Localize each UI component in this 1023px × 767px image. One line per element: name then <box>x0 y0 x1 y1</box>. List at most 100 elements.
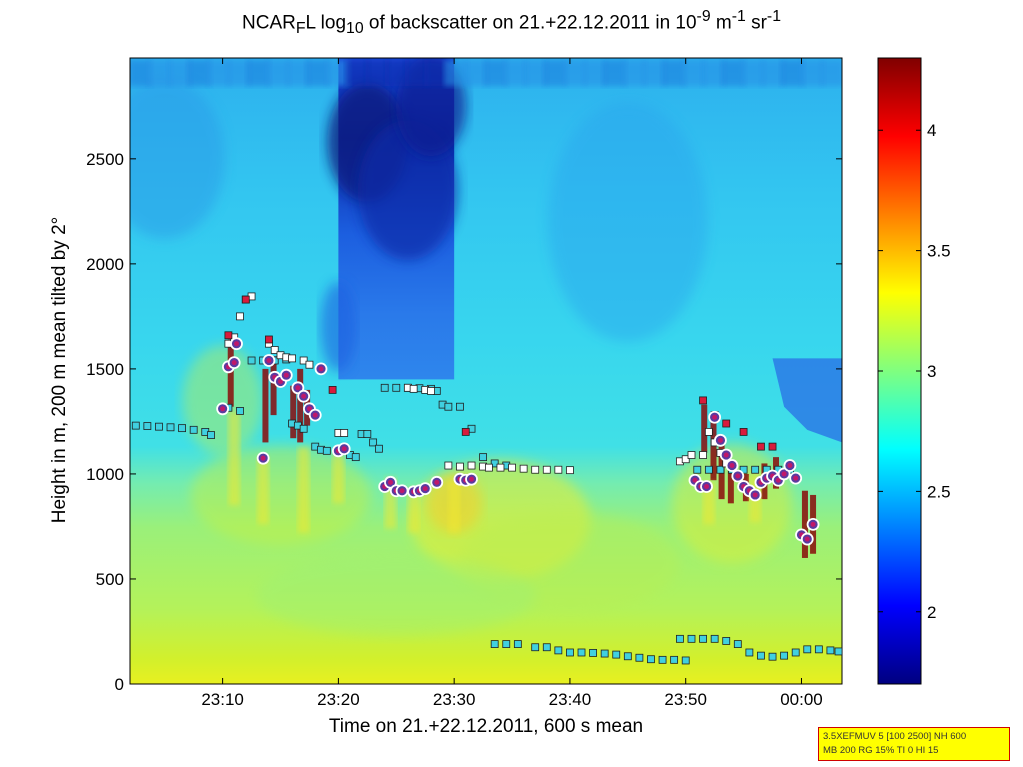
square-marker <box>687 634 696 643</box>
square-marker <box>299 424 308 433</box>
circle-marker-core <box>301 393 307 399</box>
y-tick-label: 1000 <box>86 465 124 484</box>
square-marker <box>288 354 296 363</box>
square-marker <box>427 387 435 395</box>
square-marker <box>380 383 389 392</box>
smear <box>448 480 461 533</box>
square-marker <box>241 295 250 304</box>
colorbar-tick-label: 4 <box>927 121 936 140</box>
chart-title: NCARFL log10 of backscatter on 21.+22.12… <box>242 8 781 38</box>
circle-marker-core <box>434 479 440 485</box>
circle-marker-core <box>469 476 475 482</box>
circle-marker-core <box>278 379 284 385</box>
square-marker <box>351 453 360 462</box>
square-marker <box>236 312 244 321</box>
square-marker <box>757 651 765 660</box>
square-marker <box>780 651 789 660</box>
x-tick-label: 23:50 <box>664 690 707 709</box>
circle-marker-core <box>787 463 793 469</box>
square-marker <box>444 402 453 411</box>
info-box: 3.5XEFMUV 5 [100 2500] NH 600 MB 200 RG … <box>818 727 1010 761</box>
square-marker <box>340 429 349 437</box>
square-marker <box>490 640 499 648</box>
square-marker <box>577 648 586 657</box>
field-blob <box>182 345 263 456</box>
field-blob <box>130 78 225 239</box>
circle-marker-core <box>775 477 781 483</box>
circle-marker-core <box>729 463 735 469</box>
x-tick-label: 23:10 <box>201 690 244 709</box>
square-marker <box>247 356 256 365</box>
smear <box>228 410 241 506</box>
y-tick-label: 2500 <box>86 150 124 169</box>
square-marker <box>502 640 511 648</box>
square-marker <box>456 402 464 411</box>
circle-marker-core <box>283 372 289 378</box>
square-marker <box>531 465 540 474</box>
field-blob <box>547 101 708 342</box>
colorbar-tick-label: 2.5 <box>927 482 951 501</box>
square-marker <box>131 421 140 430</box>
top-band-cell <box>503 60 528 86</box>
square-marker <box>207 431 215 439</box>
streak <box>701 404 708 453</box>
square-marker <box>166 423 175 432</box>
square-marker <box>647 655 655 664</box>
right-dark-wedge <box>772 358 842 443</box>
circle-marker-core <box>712 414 718 420</box>
x-axis-label: Time on 21.+22.12.2011, 600 s mean <box>328 716 644 737</box>
square-marker <box>670 655 679 664</box>
square-marker <box>704 428 713 436</box>
circle-marker-core <box>804 536 810 542</box>
marker-layer <box>131 292 842 665</box>
circle-marker-core <box>231 360 237 366</box>
circle-marker-core <box>234 341 240 347</box>
circle-marker-core <box>781 471 787 477</box>
square-marker <box>224 331 233 340</box>
square-marker <box>635 653 644 662</box>
circle-marker-core <box>704 484 710 490</box>
y-axis: 0 500 1000 1500 2000 2500 <box>86 150 842 694</box>
x-axis: 23:10 23:20 23:30 23:40 23:50 00:00 <box>201 58 823 709</box>
streak <box>710 419 717 481</box>
x-tick-label: 23:40 <box>549 690 592 709</box>
square-marker <box>554 465 563 474</box>
colorbar-tick-label: 3.5 <box>927 242 951 261</box>
y-tick-label: 1500 <box>86 360 124 379</box>
square-marker <box>299 356 308 365</box>
streak <box>270 356 277 416</box>
square-marker <box>834 647 842 656</box>
square-marker <box>768 442 777 451</box>
circle-marker-core <box>723 452 729 458</box>
square-marker <box>623 652 632 661</box>
square-marker <box>693 465 702 474</box>
square-marker <box>519 464 528 473</box>
circle-marker-core <box>318 366 324 372</box>
streak <box>227 339 234 407</box>
streak <box>297 368 304 443</box>
square-marker <box>566 466 574 475</box>
square-marker <box>270 346 279 354</box>
square-marker <box>375 444 383 453</box>
square-marker <box>513 640 522 648</box>
field-blob <box>320 281 357 372</box>
smear <box>407 488 420 533</box>
smear <box>332 452 345 504</box>
info-line-2: MB 200 RG 15% TI 0 HI 15 <box>823 745 939 756</box>
square-marker <box>658 655 667 664</box>
heatmap-field <box>130 58 842 684</box>
square-marker <box>143 422 152 430</box>
square-marker <box>739 428 748 436</box>
circle-marker-core <box>422 486 428 492</box>
square-marker <box>444 461 453 470</box>
square-marker <box>178 424 186 433</box>
circle-marker-core <box>387 479 393 485</box>
square-marker <box>484 463 493 472</box>
square-marker <box>392 383 401 392</box>
square-marker <box>733 640 742 648</box>
square-marker <box>456 462 464 471</box>
square-marker <box>328 386 337 394</box>
square-marker <box>751 465 760 474</box>
y-axis-label: Height in m, 200 m mean tilted by 2° <box>49 216 70 524</box>
square-marker <box>612 650 621 659</box>
